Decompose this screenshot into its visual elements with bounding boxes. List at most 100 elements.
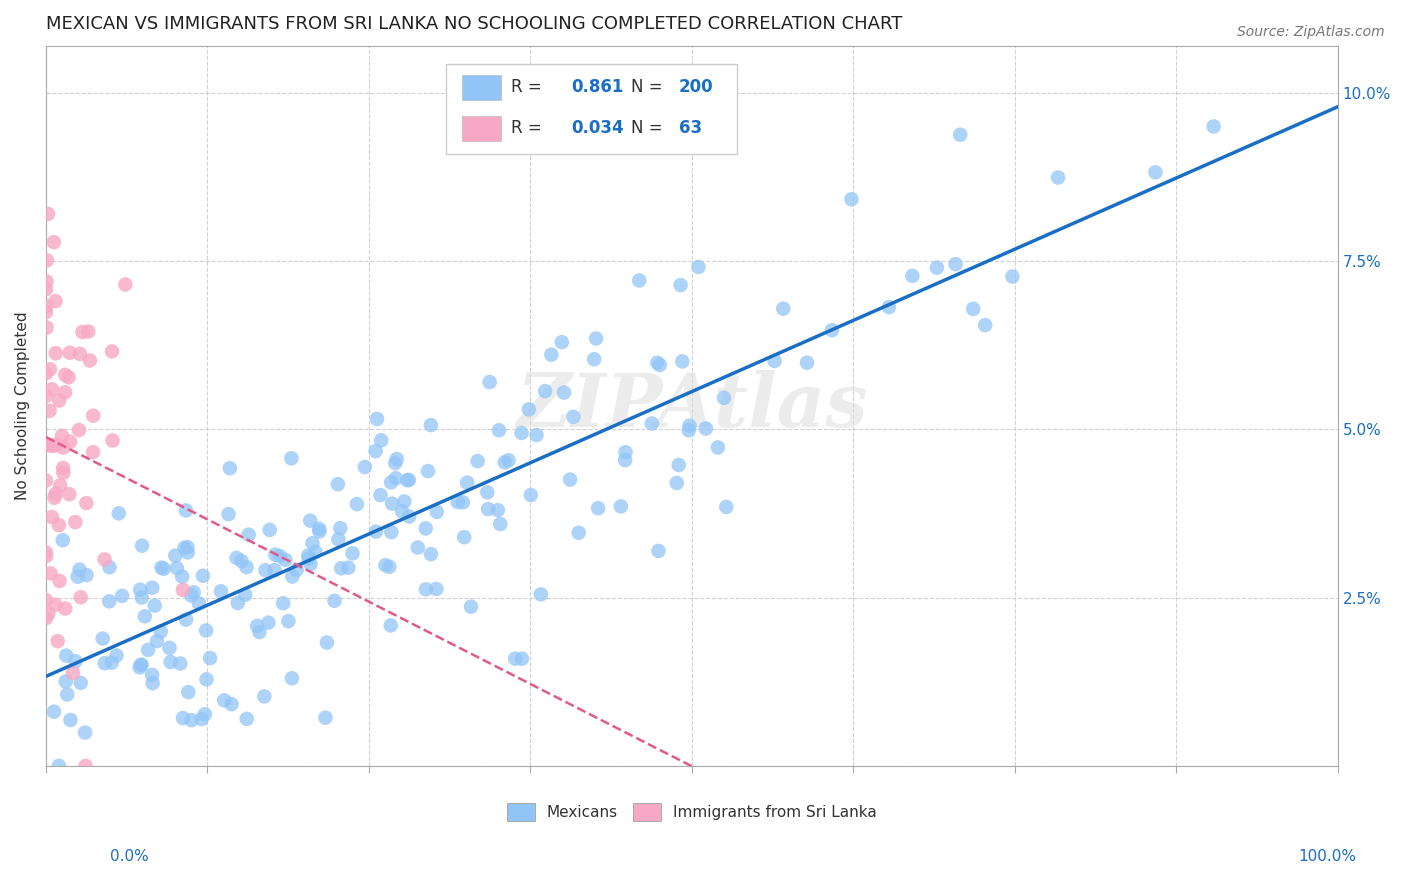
Point [384, 471, 406, 485]
Point [129, 582, 152, 597]
Point [42, 439, 65, 453]
Text: 0.861: 0.861 [572, 78, 624, 95]
Point [194, 707, 217, 722]
Point [49, 478, 72, 492]
Point [391, 504, 413, 518]
Point [35, 474, 58, 488]
Point [134, 609, 156, 624]
Point [398, 473, 420, 487]
Point [503, 651, 526, 665]
Point [45, 437, 67, 451]
Point [76, 568, 98, 582]
Point [678, 418, 700, 433]
Point [212, 693, 235, 707]
Point [98, 560, 121, 574]
Point [614, 453, 637, 467]
FancyBboxPatch shape [463, 75, 501, 100]
Point [62, 665, 84, 680]
Point [35, 299, 58, 313]
Point [517, 402, 540, 417]
Point [314, 711, 336, 725]
Point [380, 525, 402, 540]
Point [678, 423, 700, 437]
Point [558, 473, 581, 487]
Text: MEXICAN VS IMMIGRANTS FROM SRI LANKA NO SCHOOLING COMPLETED CORRELATION CHART: MEXICAN VS IMMIGRANTS FROM SRI LANKA NO … [46, 15, 903, 33]
Text: 63: 63 [679, 119, 702, 136]
Point [394, 494, 416, 508]
Point [647, 544, 669, 558]
Point [323, 593, 346, 607]
Point [416, 464, 439, 478]
Point [949, 128, 972, 142]
Point [114, 277, 136, 292]
Text: 0.034: 0.034 [572, 119, 624, 136]
Point [218, 507, 240, 521]
Point [35, 389, 58, 403]
Point [274, 553, 297, 567]
Point [44, 491, 66, 505]
Point [41, 382, 63, 396]
Point [451, 495, 474, 509]
Point [59, 434, 82, 449]
Point [233, 588, 256, 602]
Point [380, 618, 402, 632]
Point [648, 358, 671, 372]
Point [53, 368, 76, 382]
Point [384, 456, 406, 470]
Point [1202, 120, 1225, 134]
Point [406, 541, 429, 555]
Point [150, 560, 173, 574]
Point [610, 500, 633, 514]
Point [177, 685, 200, 699]
Point [35, 320, 58, 334]
Point [447, 495, 470, 509]
Point [707, 441, 730, 455]
Point [364, 444, 387, 458]
Point [415, 521, 437, 535]
Point [342, 546, 364, 560]
Point [166, 561, 188, 575]
Point [141, 581, 163, 595]
Point [131, 657, 153, 672]
FancyBboxPatch shape [463, 116, 501, 141]
Point [796, 356, 818, 370]
Point [59, 345, 82, 359]
Point [48, 393, 70, 408]
Point [1001, 269, 1024, 284]
Point [41, 510, 63, 524]
Point [326, 477, 349, 491]
Point [271, 596, 294, 610]
Point [100, 656, 122, 670]
Point [285, 563, 308, 577]
Point [69, 563, 91, 577]
Point [426, 505, 449, 519]
Point [165, 549, 187, 563]
Point [146, 634, 169, 648]
Point [52, 466, 75, 480]
Point [69, 591, 91, 605]
Point [190, 712, 212, 726]
Point [111, 589, 134, 603]
Point [91, 632, 114, 646]
Point [180, 589, 202, 603]
Point [298, 551, 321, 566]
Point [35, 305, 58, 319]
Point [281, 671, 304, 685]
Point [55, 648, 77, 663]
Text: N =: N = [631, 119, 662, 136]
Point [37, 207, 59, 221]
Point [53, 601, 76, 615]
Point [583, 352, 606, 367]
Point [419, 418, 441, 433]
Point [354, 460, 377, 475]
Point [235, 712, 257, 726]
Point [231, 554, 253, 568]
Point [259, 523, 281, 537]
Point [901, 268, 924, 283]
Point [159, 655, 181, 669]
Point [238, 527, 260, 541]
Point [131, 539, 153, 553]
Point [329, 521, 352, 535]
Point [551, 335, 574, 350]
Point [51, 429, 73, 443]
